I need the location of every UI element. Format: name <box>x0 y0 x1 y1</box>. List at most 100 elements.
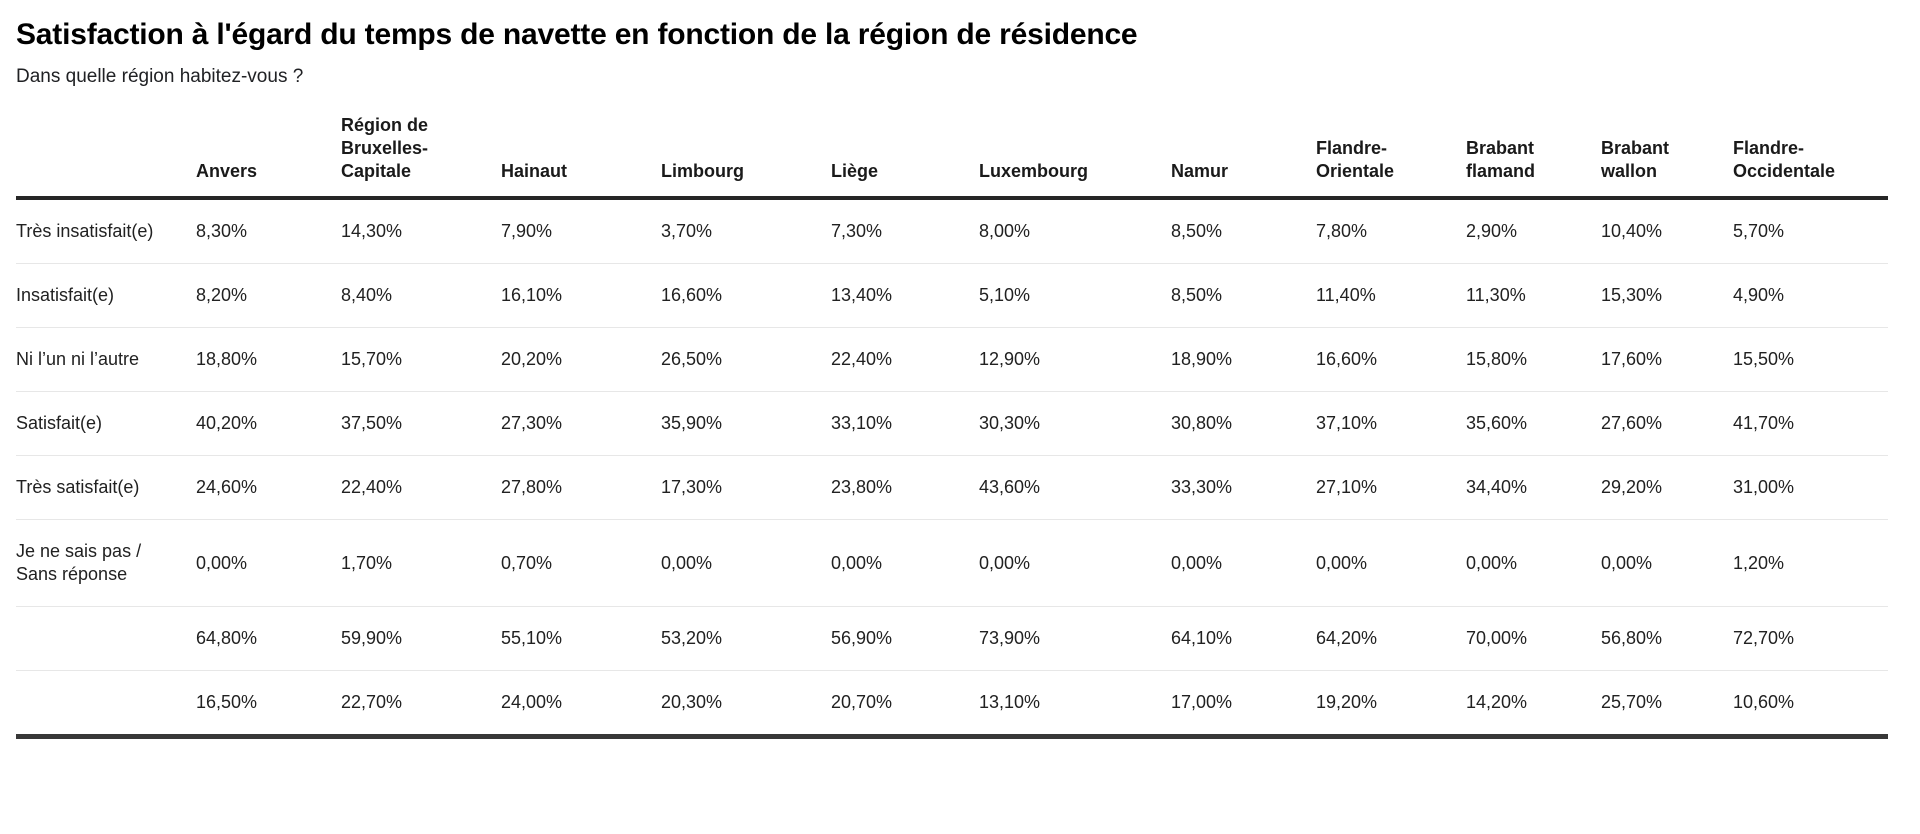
value-cell: 0,00% <box>831 519 979 607</box>
value-cell: 29,20% <box>1601 455 1733 520</box>
value-cell: 22,40% <box>341 455 501 520</box>
value-cell: 3,70% <box>661 198 831 264</box>
value-cell: 8,50% <box>1171 263 1316 328</box>
value-cell: 72,70% <box>1733 606 1888 671</box>
table-row: Très insatisfait(e) 8,30% 14,30% 7,90% 3,70%… <box>16 198 1888 264</box>
value-cell: 30,30% <box>979 391 1171 456</box>
value-cell: 20,30% <box>661 670 831 739</box>
value-cell: 34,40% <box>1466 455 1601 520</box>
row-label-cell <box>16 670 196 739</box>
value-cell: 35,90% <box>661 391 831 456</box>
value-cell: 55,10% <box>501 606 661 671</box>
value-cell: 8,40% <box>341 263 501 328</box>
value-cell: 0,00% <box>196 519 341 607</box>
survey-question-subtitle: Dans quelle région habitez-vous ? <box>16 66 304 87</box>
value-cell: 14,30% <box>341 198 501 264</box>
value-cell: 0,00% <box>1601 519 1733 607</box>
value-cell: 8,30% <box>196 198 341 264</box>
value-cell: 4,90% <box>1733 263 1888 328</box>
table-row: Ni l’un ni l’autre 18,80% 15,70% 20,20% 26,5… <box>16 327 1888 392</box>
row-label-cell <box>16 606 196 671</box>
value-cell: 15,70% <box>341 327 501 392</box>
value-cell: 23,80% <box>831 455 979 520</box>
value-cell: 64,80% <box>196 606 341 671</box>
table-row: Insatisfait(e) 8,20% 8,40% 16,10% 16,60% 13,4… <box>16 263 1888 328</box>
value-cell: 59,90% <box>341 606 501 671</box>
value-cell: 53,20% <box>661 606 831 671</box>
value-cell: 30,80% <box>1171 391 1316 456</box>
value-cell: 22,70% <box>341 670 501 739</box>
column-header: Namur <box>1171 114 1316 200</box>
value-cell: 5,10% <box>979 263 1171 328</box>
row-label-cell: Très insatisfait(e) <box>16 198 196 264</box>
row-label-header <box>16 114 196 200</box>
table-row: 64,80% 59,90% 55,10% 53,20% 56,90% 73,90% 64,1… <box>16 606 1888 671</box>
value-cell: 8,00% <box>979 198 1171 264</box>
value-cell: 15,30% <box>1601 263 1733 328</box>
column-header: Liège <box>831 114 979 200</box>
value-cell: 64,20% <box>1316 606 1466 671</box>
value-cell: 10,60% <box>1733 670 1888 739</box>
value-cell: 8,20% <box>196 263 341 328</box>
value-cell: 18,90% <box>1171 327 1316 392</box>
value-cell: 7,80% <box>1316 198 1466 264</box>
row-label-cell: Ni l’un ni l’autre <box>16 327 196 392</box>
value-cell: 17,60% <box>1601 327 1733 392</box>
value-cell: 15,80% <box>1466 327 1601 392</box>
value-cell: 10,40% <box>1601 198 1733 264</box>
value-cell: 37,50% <box>341 391 501 456</box>
value-cell: 27,30% <box>501 391 661 456</box>
value-cell: 24,60% <box>196 455 341 520</box>
value-cell: 27,60% <box>1601 391 1733 456</box>
column-header: Limbourg <box>661 114 831 200</box>
value-cell: 33,10% <box>831 391 979 456</box>
page-title: Satisfaction à l'égard du temps de navet… <box>16 18 1138 51</box>
value-cell: 33,30% <box>1171 455 1316 520</box>
value-cell: 17,00% <box>1171 670 1316 739</box>
value-cell: 16,60% <box>661 263 831 328</box>
value-cell: 73,90% <box>979 606 1171 671</box>
value-cell: 1,70% <box>341 519 501 607</box>
value-cell: 13,10% <box>979 670 1171 739</box>
value-cell: 1,20% <box>1733 519 1888 607</box>
value-cell: 15,50% <box>1733 327 1888 392</box>
row-label-cell: Satisfait(e) <box>16 391 196 456</box>
crosstab-table: Anvers Région de Bruxelles-Capitale Hainau… <box>16 114 1888 739</box>
header-row: Anvers Région de Bruxelles-Capitale Hainau… <box>16 114 1888 200</box>
value-cell: 20,70% <box>831 670 979 739</box>
value-cell: 0,00% <box>979 519 1171 607</box>
value-cell: 43,60% <box>979 455 1171 520</box>
value-cell: 64,10% <box>1171 606 1316 671</box>
value-cell: 0,00% <box>1316 519 1466 607</box>
value-cell: 0,00% <box>1171 519 1316 607</box>
value-cell: 22,40% <box>831 327 979 392</box>
value-cell: 20,20% <box>501 327 661 392</box>
value-cell: 18,80% <box>196 327 341 392</box>
column-header: Région de Bruxelles-Capitale <box>341 114 501 200</box>
value-cell: 40,20% <box>196 391 341 456</box>
value-cell: 70,00% <box>1466 606 1601 671</box>
column-header: Brabant flamand <box>1466 114 1601 200</box>
value-cell: 24,00% <box>501 670 661 739</box>
value-cell: 26,50% <box>661 327 831 392</box>
value-cell: 19,20% <box>1316 670 1466 739</box>
column-header: Hainaut <box>501 114 661 200</box>
value-cell: 11,40% <box>1316 263 1466 328</box>
table-row: Je ne sais pas / Sans réponse 0,00% 1,70% 0… <box>16 519 1888 607</box>
value-cell: 0,00% <box>1466 519 1601 607</box>
value-cell: 11,30% <box>1466 263 1601 328</box>
column-header: Flandre-Occidentale <box>1733 114 1888 200</box>
value-cell: 37,10% <box>1316 391 1466 456</box>
value-cell: 56,80% <box>1601 606 1733 671</box>
value-cell: 14,20% <box>1466 670 1601 739</box>
table-header: Anvers Région de Bruxelles-Capitale Hainau… <box>16 114 1888 200</box>
value-cell: 16,50% <box>196 670 341 739</box>
column-header: Luxembourg <box>979 114 1171 200</box>
row-label-cell: Je ne sais pas / Sans réponse <box>16 519 196 607</box>
column-header: Brabant wallon <box>1601 114 1733 200</box>
value-cell: 5,70% <box>1733 198 1888 264</box>
value-cell: 25,70% <box>1601 670 1733 739</box>
row-label-cell: Très satisfait(e) <box>16 455 196 520</box>
value-cell: 27,80% <box>501 455 661 520</box>
value-cell: 7,30% <box>831 198 979 264</box>
